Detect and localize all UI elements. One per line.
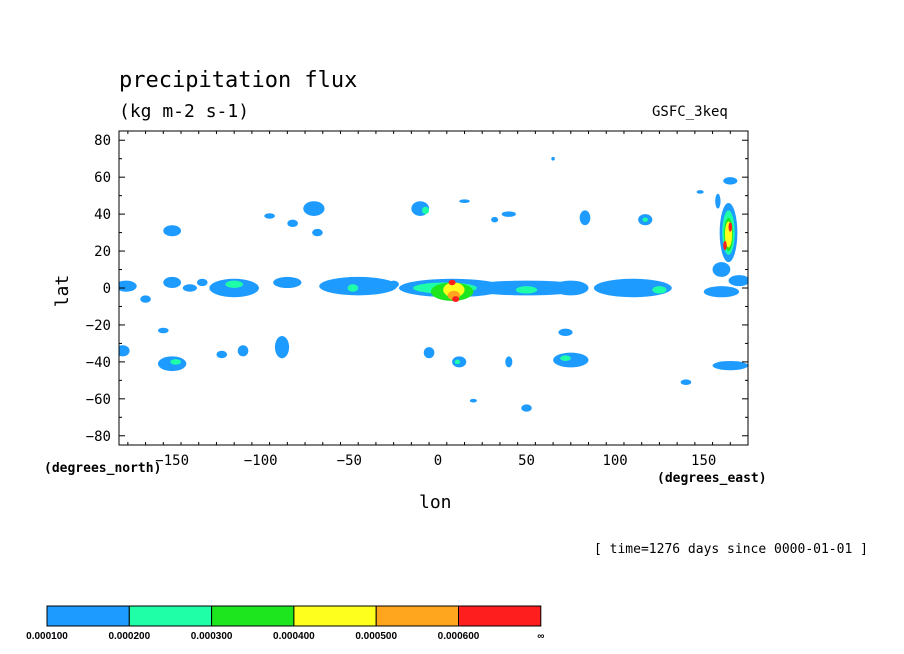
precip-region-level-6 bbox=[728, 222, 733, 232]
precip-region-level-2 bbox=[170, 359, 182, 365]
precip-region-level-6 bbox=[723, 240, 727, 251]
x-tick-label: 100 bbox=[602, 453, 627, 469]
precip-region-level-2 bbox=[560, 355, 571, 361]
precip-region-level-1 bbox=[680, 379, 692, 385]
y-tick-label: −40 bbox=[86, 355, 111, 371]
precip-region-level-1 bbox=[553, 352, 589, 368]
precip-region-level-1 bbox=[209, 278, 259, 298]
colorbar-label: 0.000500 bbox=[355, 631, 397, 642]
precip-region-level-1 bbox=[312, 228, 323, 237]
precip-region-level-1 bbox=[593, 278, 672, 298]
y-axis-units: (degrees_north) bbox=[44, 461, 162, 476]
precip-region-level-1 bbox=[157, 327, 169, 334]
colorbar-swatch bbox=[46, 605, 130, 627]
precip-region-level-1 bbox=[119, 280, 137, 292]
precip-region-level-1 bbox=[521, 404, 532, 412]
precip-region-level-1 bbox=[723, 177, 738, 185]
precip-region-level-1 bbox=[274, 336, 290, 359]
precip-region-level-1 bbox=[579, 210, 591, 226]
precip-region-level-1 bbox=[273, 276, 302, 289]
precip-region-level-1 bbox=[715, 193, 721, 209]
precip-region-level-2 bbox=[225, 280, 244, 288]
precip-region-level-1 bbox=[459, 199, 470, 204]
precip-region-level-1 bbox=[501, 211, 516, 217]
y-tick-label: 20 bbox=[94, 244, 111, 260]
x-axis: −150 −100 −50 0 50 100 150 bbox=[127, 131, 749, 469]
precip-region-level-2 bbox=[652, 286, 667, 294]
colorbar-label: 0.000200 bbox=[108, 631, 150, 642]
y-tick-label: −20 bbox=[86, 318, 111, 334]
y-tick-label: 80 bbox=[94, 133, 111, 149]
precip-region-level-2 bbox=[642, 217, 648, 222]
precip-region-level-1 bbox=[469, 398, 477, 403]
x-tick-label: 150 bbox=[691, 453, 716, 469]
x-tick-label: 0 bbox=[434, 453, 442, 469]
y-tick-label: −80 bbox=[86, 429, 111, 445]
chart-title: precipitation flux bbox=[119, 68, 358, 93]
precip-region-level-1 bbox=[140, 295, 151, 303]
colorbar-swatch bbox=[211, 605, 295, 627]
x-tick-label: −150 bbox=[155, 453, 189, 469]
run-label: GSFC_3keq bbox=[652, 104, 728, 120]
y-axis: 80 60 40 20 0 −20 −40 −60 −80 bbox=[86, 133, 748, 445]
precip-region-level-1 bbox=[216, 350, 228, 359]
y-axis-label: lat bbox=[52, 275, 73, 308]
x-axis-units: (degrees_east) bbox=[657, 471, 767, 486]
precip-region-level-2 bbox=[421, 206, 430, 215]
y-tick-label: 60 bbox=[94, 170, 111, 186]
precip-region-level-1 bbox=[237, 345, 249, 357]
precip-region-level-6 bbox=[452, 296, 460, 303]
precip-region-level-1 bbox=[712, 360, 748, 371]
x-axis-label: lon bbox=[419, 492, 452, 513]
x-tick-label: 50 bbox=[518, 453, 535, 469]
x-tick-label: −50 bbox=[337, 453, 362, 469]
time-stamp: [ time=1276 days since 0000-01-01 ] bbox=[594, 542, 868, 557]
colorbar-label: 0.000300 bbox=[191, 631, 233, 642]
colorbar: 0.000100 0.000200 0.000300 0.000400 0.000500… bbox=[26, 605, 544, 642]
y-tick-label: 0 bbox=[103, 281, 111, 297]
precip-region-level-1 bbox=[119, 345, 130, 357]
colorbar-label: 0.000100 bbox=[26, 631, 68, 642]
y-tick-label: 40 bbox=[94, 207, 111, 223]
colorbar-swatch bbox=[458, 605, 542, 627]
precip-region-level-1 bbox=[388, 280, 399, 288]
precip-region-level-1 bbox=[163, 276, 182, 289]
precip-region-level-1 bbox=[182, 284, 197, 292]
precip-region-level-1 bbox=[703, 286, 740, 298]
precip-region-level-2 bbox=[454, 359, 461, 365]
precip-region-level-6 bbox=[448, 279, 456, 286]
precip-region-level-1 bbox=[163, 225, 182, 237]
precip-region-level-1 bbox=[712, 262, 731, 277]
precip-region-level-1 bbox=[551, 156, 555, 161]
colorbar-label: 0.000400 bbox=[273, 631, 315, 642]
precip-region-level-1 bbox=[558, 328, 573, 337]
precip-region-level-1 bbox=[505, 356, 513, 368]
precip-region-level-1 bbox=[696, 190, 704, 194]
precip-region-level-1 bbox=[303, 201, 325, 216]
colorbar-label: ∞ bbox=[537, 631, 544, 642]
precip-region-level-1 bbox=[491, 216, 499, 223]
colorbar-swatch bbox=[375, 605, 460, 627]
precip-region-level-1 bbox=[423, 347, 435, 359]
colorbar-label: 0.000600 bbox=[438, 631, 480, 642]
precip-region-level-2 bbox=[347, 284, 359, 292]
precip-region-level-2 bbox=[515, 286, 538, 294]
colorbar-swatch bbox=[128, 605, 213, 627]
precip-region-level-1 bbox=[319, 276, 398, 296]
precipitation-field bbox=[119, 156, 748, 412]
precip-region-level-1 bbox=[287, 219, 298, 228]
precip-region-level-1 bbox=[553, 280, 589, 296]
colorbar-swatch bbox=[293, 605, 377, 627]
precip-region-level-1 bbox=[728, 275, 748, 287]
precip-region-level-1 bbox=[264, 213, 275, 219]
x-tick-label: −100 bbox=[244, 453, 278, 469]
chart-units: (kg m-2 s-1) bbox=[119, 101, 250, 122]
precip-region-level-1 bbox=[196, 278, 208, 287]
y-tick-label: −60 bbox=[86, 392, 111, 408]
